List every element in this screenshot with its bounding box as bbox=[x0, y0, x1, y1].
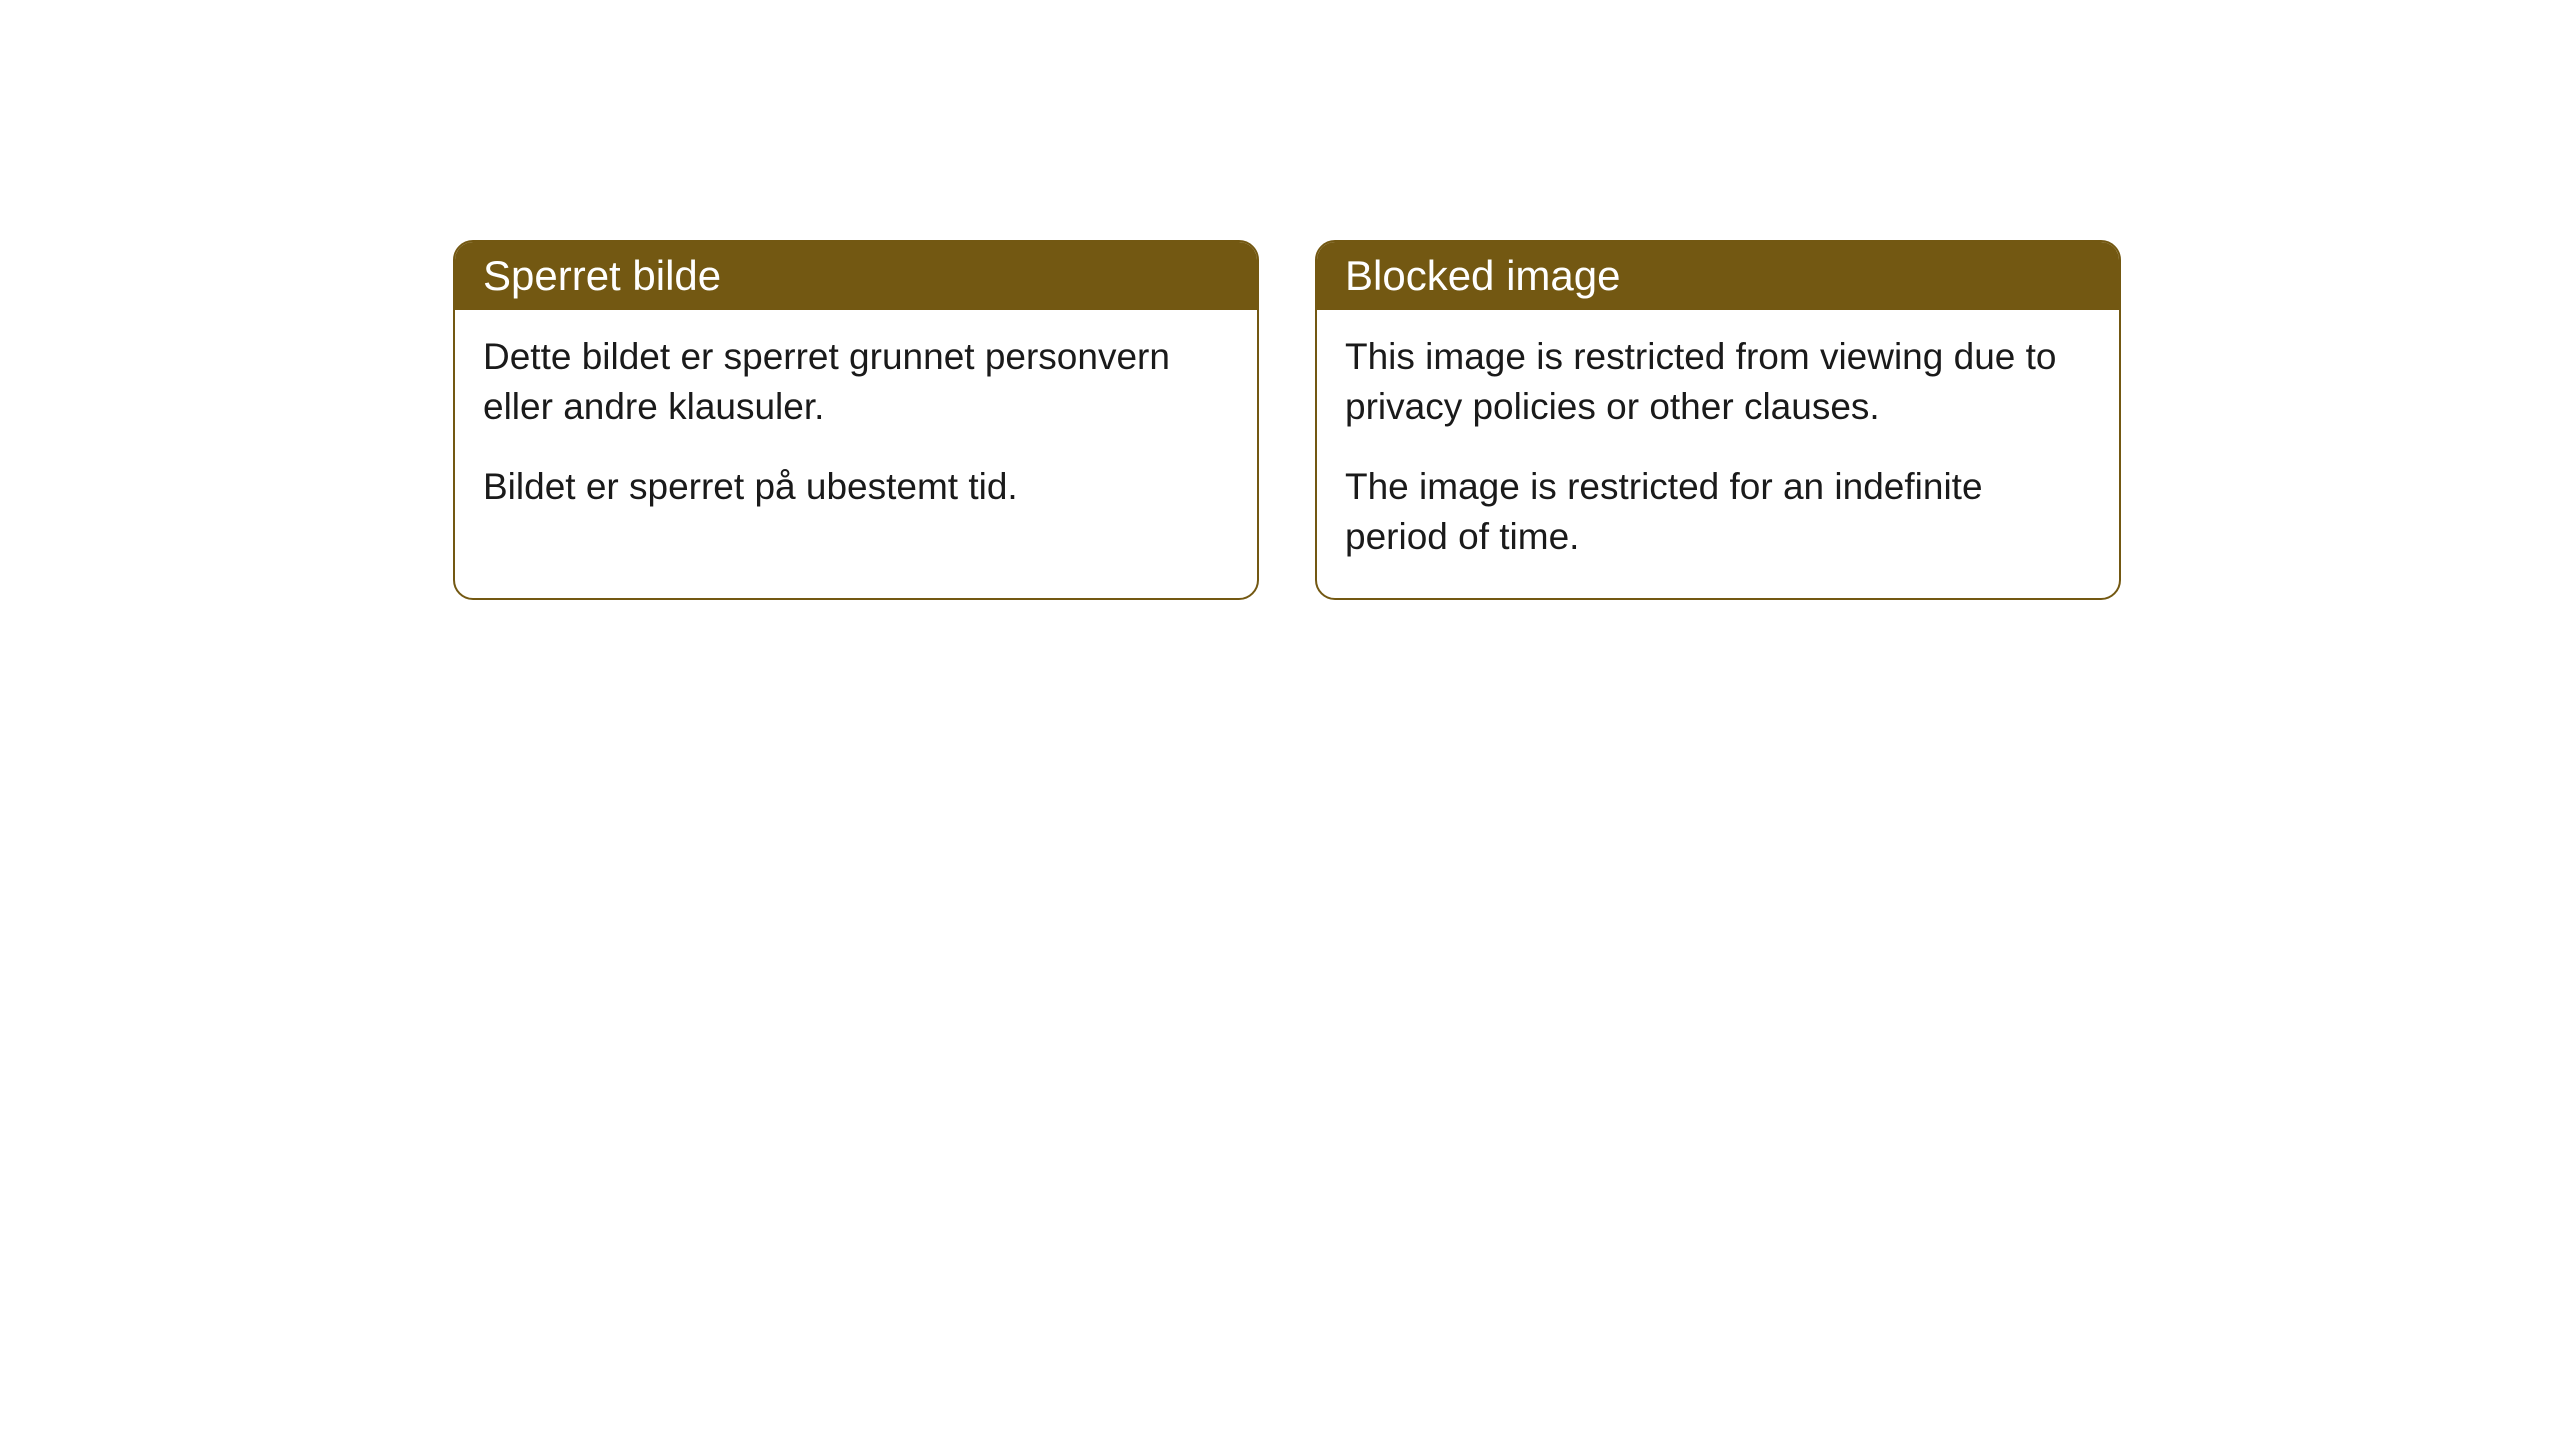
card-paragraph-2: The image is restricted for an indefinit… bbox=[1345, 462, 2091, 562]
notice-cards-container: Sperret bilde Dette bildet er sperret gr… bbox=[453, 240, 2121, 600]
blocked-image-card-english: Blocked image This image is restricted f… bbox=[1315, 240, 2121, 600]
card-header-english: Blocked image bbox=[1317, 242, 2119, 310]
card-paragraph-2: Bildet er sperret på ubestemt tid. bbox=[483, 462, 1229, 512]
card-body-english: This image is restricted from viewing du… bbox=[1317, 310, 2119, 598]
card-body-norwegian: Dette bildet er sperret grunnet personve… bbox=[455, 310, 1257, 548]
blocked-image-card-norwegian: Sperret bilde Dette bildet er sperret gr… bbox=[453, 240, 1259, 600]
card-paragraph-1: Dette bildet er sperret grunnet personve… bbox=[483, 332, 1229, 432]
card-header-norwegian: Sperret bilde bbox=[455, 242, 1257, 310]
card-title: Blocked image bbox=[1345, 252, 1620, 299]
card-paragraph-1: This image is restricted from viewing du… bbox=[1345, 332, 2091, 432]
card-title: Sperret bilde bbox=[483, 252, 721, 299]
